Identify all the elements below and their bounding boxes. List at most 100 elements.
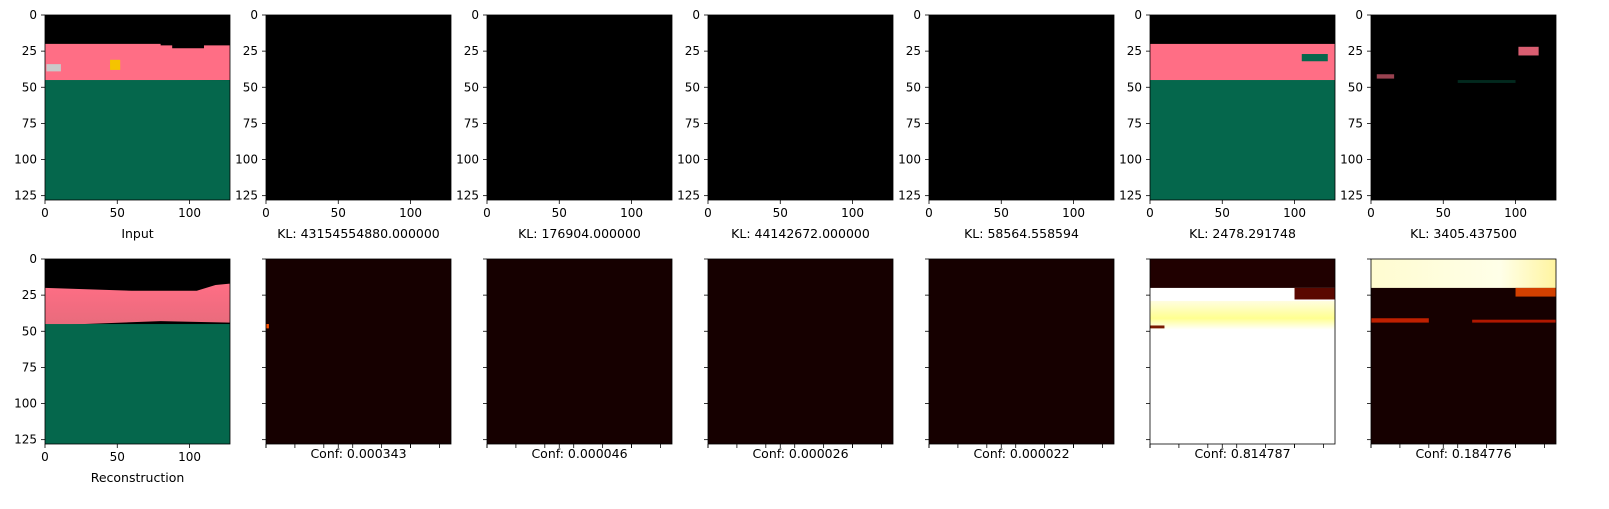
panel-10: Conf: 0.000046 xyxy=(483,259,672,461)
x-tick-label: 100 xyxy=(1062,206,1085,220)
y-tick-label: 100 xyxy=(456,153,479,167)
x-tick-label: 100 xyxy=(178,450,201,464)
ground-region xyxy=(1150,80,1335,200)
faint-green-streak xyxy=(1458,80,1516,83)
panel-9: Conf: 0.000343 xyxy=(262,259,451,461)
y-tick-label: 75 xyxy=(906,116,921,130)
y-tick-label: 100 xyxy=(898,153,921,167)
sky-region xyxy=(1371,15,1556,200)
y-tick-label: 25 xyxy=(1127,44,1142,58)
y-tick-label: 125 xyxy=(456,189,479,203)
y-tick-label: 0 xyxy=(692,8,700,22)
y-tick-label: 125 xyxy=(235,189,258,203)
panel-caption: Conf: 0.000343 xyxy=(310,446,406,461)
y-tick-label: 125 xyxy=(14,189,37,203)
black-image xyxy=(487,15,672,200)
y-tick-label: 25 xyxy=(464,44,479,58)
y-tick-label: 50 xyxy=(464,80,479,94)
x-tick-label: 0 xyxy=(262,206,270,220)
heat-background xyxy=(929,259,1114,444)
y-tick-label: 50 xyxy=(243,80,258,94)
y-tick-label: 0 xyxy=(913,8,921,22)
x-tick-label: 0 xyxy=(41,206,49,220)
x-tick-label: 0 xyxy=(41,450,49,464)
x-tick-label: 100 xyxy=(1283,206,1306,220)
panel-12: Conf: 0.000022 xyxy=(925,259,1114,461)
panel-2: 0 50 100 0 25 50 75 100 125 KL: 43154554880.00000… xyxy=(235,8,451,241)
x-tick-label: 50 xyxy=(110,450,125,464)
y-tick-label: 0 xyxy=(250,8,258,22)
heat-edge-dark xyxy=(1295,288,1335,300)
x-tick-label: 50 xyxy=(110,206,125,220)
y-tick-label: 0 xyxy=(1134,8,1142,22)
y-tick-label: 0 xyxy=(1355,8,1363,22)
y-tick-label: 125 xyxy=(677,189,700,203)
panel-caption: Conf: 0.814787 xyxy=(1194,446,1290,461)
panel-4: 0 50 100 0 25 50 75 100 125 KL: 44142672.000000 xyxy=(677,8,893,241)
black-image xyxy=(929,15,1114,200)
y-tick-label: 125 xyxy=(1340,189,1363,203)
y-tick-label: 25 xyxy=(1348,44,1363,58)
y-tick-label: 75 xyxy=(464,116,479,130)
panel-11: Conf: 0.000026 xyxy=(704,259,893,461)
x-tick-label: 100 xyxy=(841,206,864,220)
y-tick-label: 25 xyxy=(243,44,258,58)
heat-streak-1 xyxy=(1371,318,1429,322)
panel-caption: Conf: 0.000026 xyxy=(752,446,848,461)
y-tick-label: 0 xyxy=(29,8,37,22)
y-tick-label: 100 xyxy=(677,153,700,167)
y-tick-label: 75 xyxy=(685,116,700,130)
panel-caption: Reconstruction xyxy=(91,470,185,485)
faint-pink-blob xyxy=(1518,47,1538,56)
y-tick-label: 100 xyxy=(1340,153,1363,167)
y-tick-label: 25 xyxy=(22,44,37,58)
y-tick-label: 25 xyxy=(22,288,37,302)
heat-band-bright xyxy=(1150,301,1335,330)
x-tick-label: 100 xyxy=(1504,206,1527,220)
pink-band xyxy=(45,44,230,82)
x-tick-label: 50 xyxy=(773,206,788,220)
x-tick-label: 0 xyxy=(483,206,491,220)
panel-caption: Conf: 0.184776 xyxy=(1415,446,1511,461)
panel-caption: Conf: 0.000046 xyxy=(531,446,627,461)
panel-7: 0 50 100 0 25 50 75 100 125 KL: 3405.437500 xyxy=(1340,8,1556,241)
panel-caption: Input xyxy=(121,226,153,241)
y-tick-label: 50 xyxy=(906,80,921,94)
y-tick-label: 25 xyxy=(685,44,700,58)
x-tick-label: 0 xyxy=(925,206,933,220)
x-tick-label: 50 xyxy=(1215,206,1230,220)
yellow-object xyxy=(110,60,120,70)
panel-1: 0 50 100 0 25 50 75 100 125 Input xyxy=(14,8,230,241)
x-tick-label: 100 xyxy=(399,206,422,220)
x-tick-label: 0 xyxy=(1367,206,1375,220)
y-tick-label: 50 xyxy=(1348,80,1363,94)
y-tick-label: 100 xyxy=(235,153,258,167)
panel-caption: KL: 58564.558594 xyxy=(964,226,1079,241)
pink-band xyxy=(1150,44,1335,82)
y-tick-label: 125 xyxy=(898,189,921,203)
y-tick-label: 75 xyxy=(243,116,258,130)
panel-3: 0 50 100 0 25 50 75 100 125 KL: 176904.000000 xyxy=(456,8,672,241)
dark-patch xyxy=(1302,54,1328,61)
y-tick-label: 100 xyxy=(14,397,37,411)
y-tick-label: 50 xyxy=(22,324,37,338)
x-tick-label: 0 xyxy=(704,206,712,220)
panel-caption: KL: 3405.437500 xyxy=(1410,226,1517,241)
y-tick-label: 50 xyxy=(1127,80,1142,94)
y-tick-label: 50 xyxy=(685,80,700,94)
black-image xyxy=(708,15,893,200)
y-tick-label: 25 xyxy=(906,44,921,58)
x-tick-label: 50 xyxy=(552,206,567,220)
y-tick-label: 0 xyxy=(29,252,37,266)
panel-caption: KL: 44142672.000000 xyxy=(731,226,870,241)
y-tick-label: 0 xyxy=(471,8,479,22)
heat-edge-hot xyxy=(1516,288,1556,297)
y-tick-label: 100 xyxy=(14,153,37,167)
x-tick-label: 100 xyxy=(178,206,201,220)
x-tick-label: 0 xyxy=(1146,206,1154,220)
heat-spot xyxy=(266,324,269,328)
x-tick-label: 100 xyxy=(620,206,643,220)
faint-pink-streak xyxy=(1377,74,1394,78)
ground-region xyxy=(45,324,230,444)
